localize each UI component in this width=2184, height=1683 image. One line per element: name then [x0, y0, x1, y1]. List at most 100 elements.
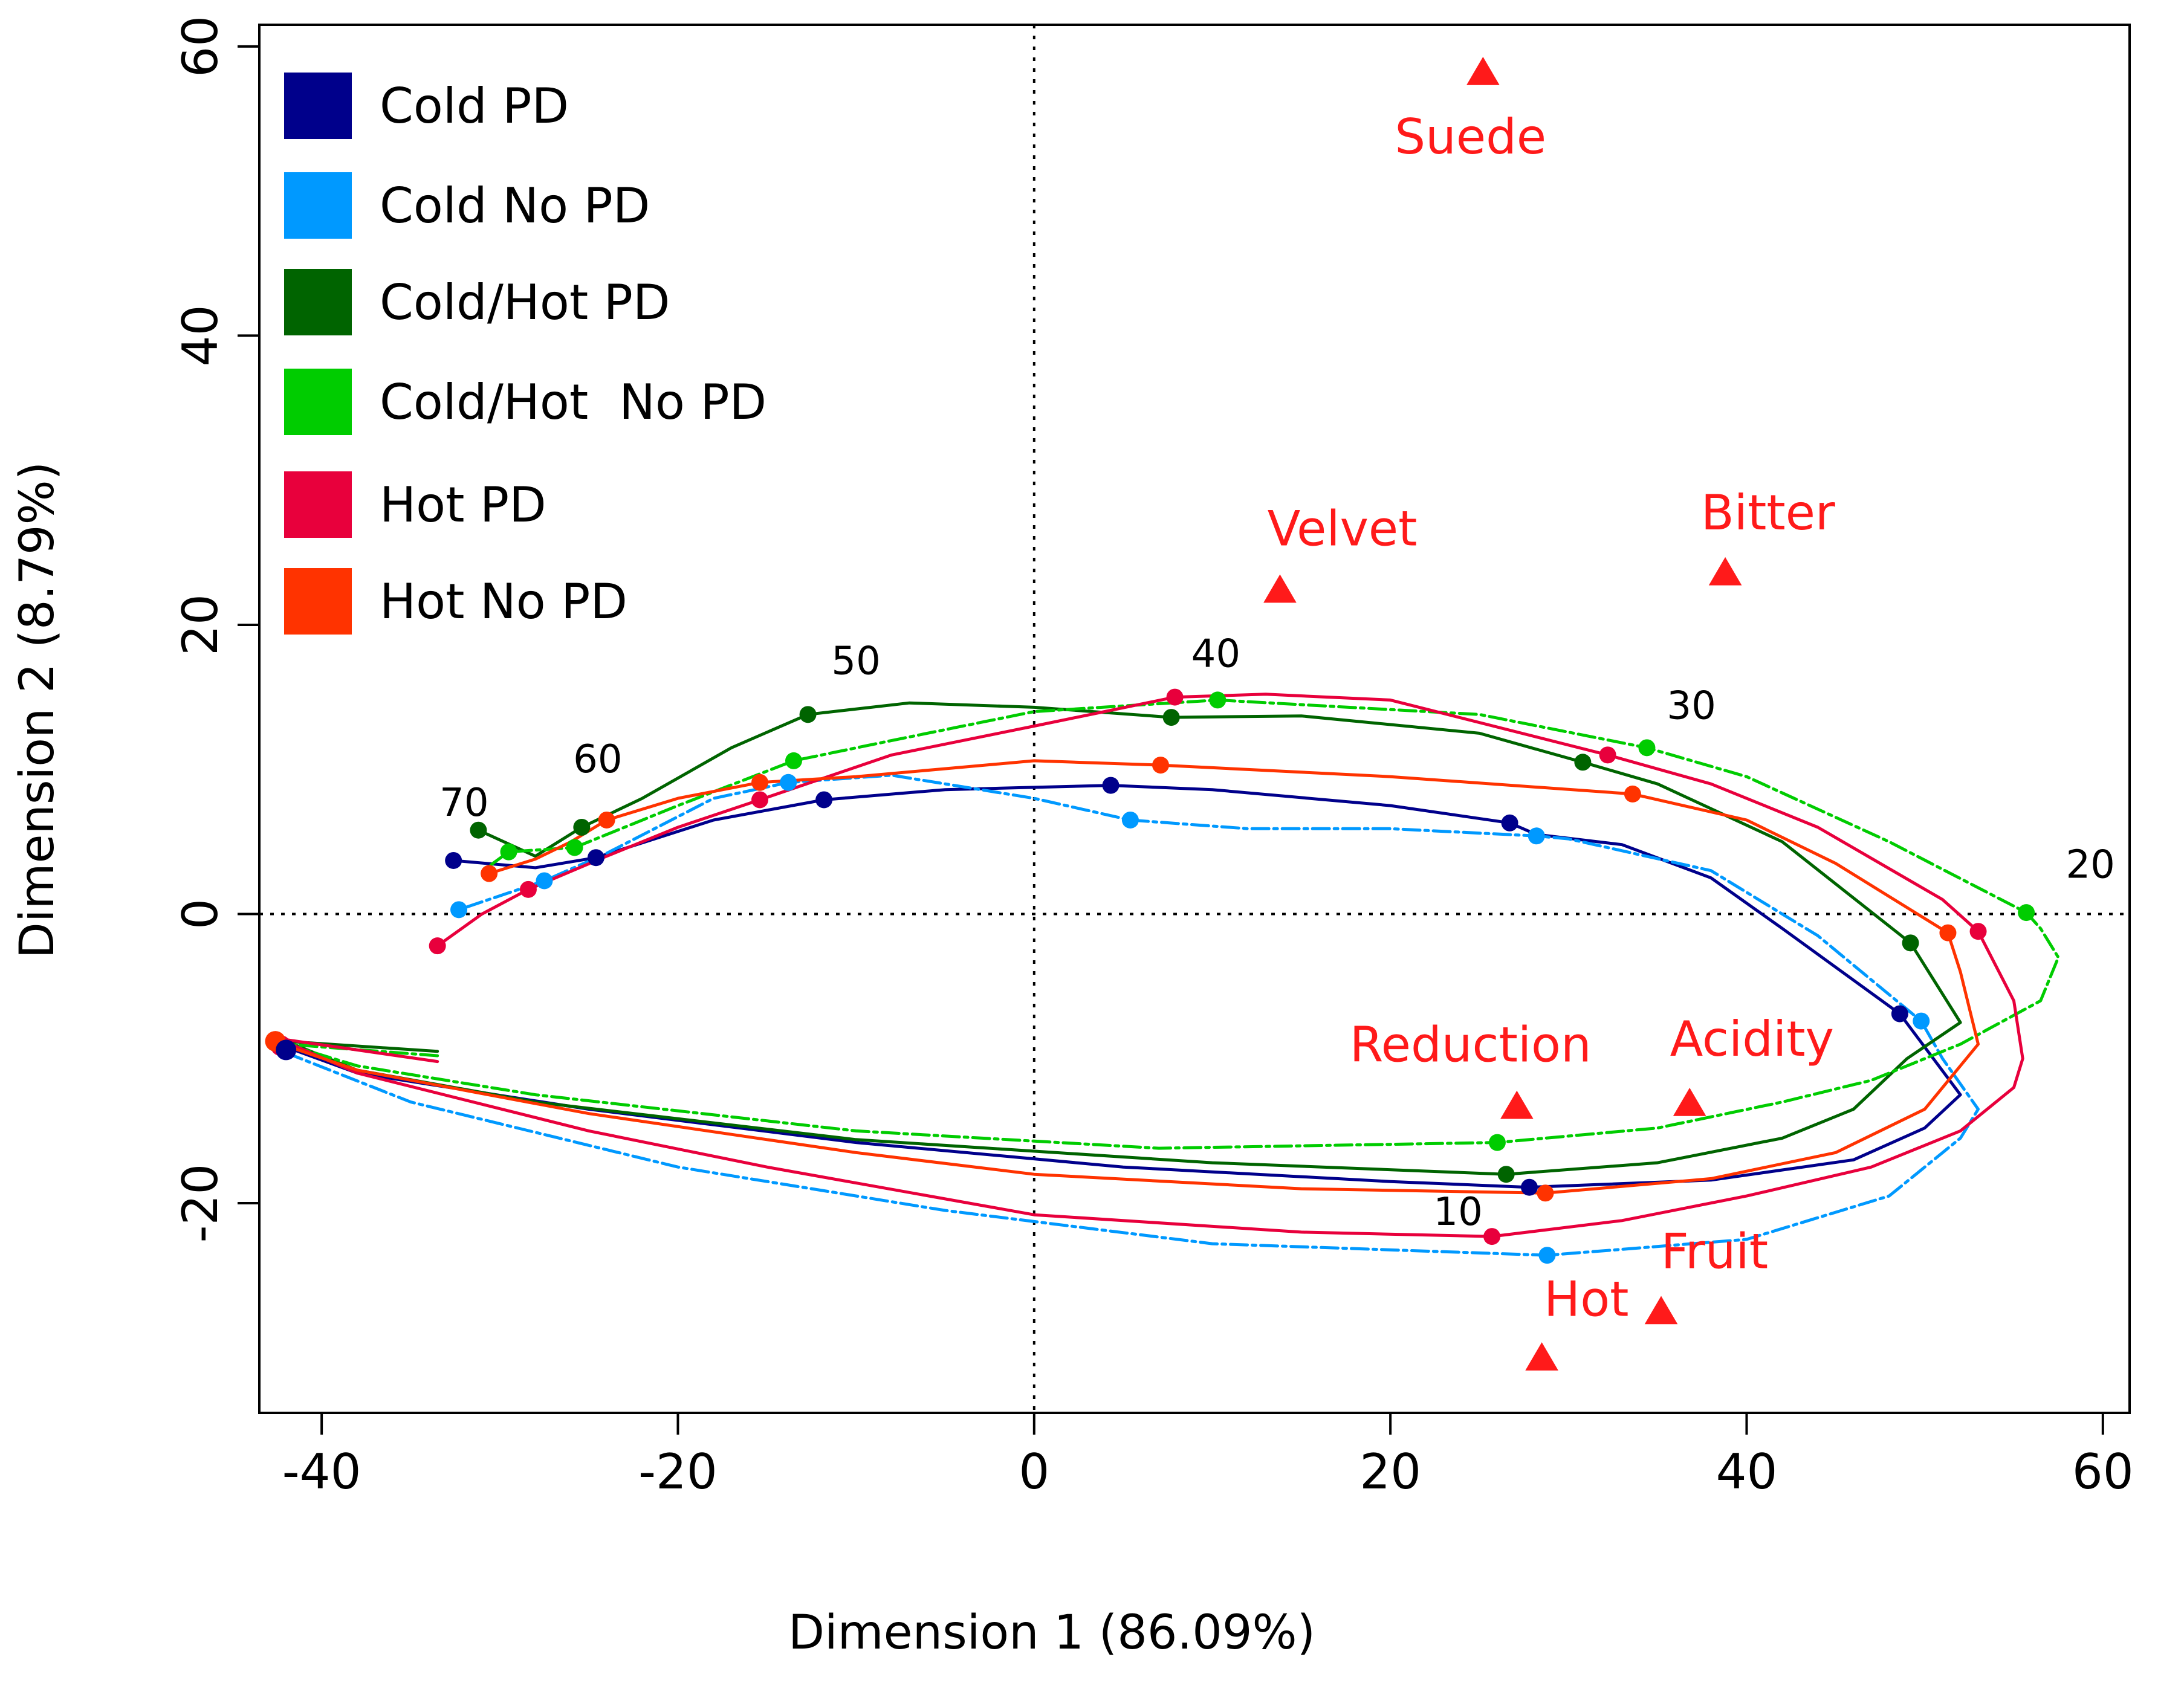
x-axis: -40 -20 0 20 40 60	[282, 1412, 2134, 1500]
legend-swatch-hot-no-pd	[284, 568, 352, 635]
marker-hot-no-pd-4	[1152, 757, 1170, 774]
marker-cold-pd-1	[1520, 1178, 1538, 1196]
marker-cold-no-pd-7	[450, 901, 468, 919]
series-line-cold-hot-no-pd	[284, 698, 2060, 1150]
marker-cold-hot-no-pd-6	[566, 839, 583, 856]
x-tick-label--40: -40	[282, 1444, 361, 1500]
y-axis: -20 0 20 40 60	[172, 16, 261, 1243]
y-tick-label-0: 0	[172, 899, 228, 929]
marker-cold-hot-pd-5	[799, 706, 817, 723]
legend-label-cold-pd: Cold PD	[380, 78, 569, 134]
time-label-40: 40	[1191, 632, 1240, 676]
attribute-markers: Suede Velvet Bitter Reduction Acidity Fruit Ho…	[1263, 56, 1835, 1371]
marker-cold-pd-6	[587, 849, 604, 867]
marker-hot-no-pd-2	[1939, 924, 1957, 942]
y-tick-label-40: 40	[172, 305, 228, 367]
x-tick-label-60: 60	[2072, 1444, 2134, 1500]
legend-swatch-cold-pd	[284, 73, 352, 139]
attribute-marker-fruit	[1644, 1296, 1678, 1325]
marker-hot-no-pd-6	[598, 811, 615, 829]
marker-cold-hot-no-pd-4	[1209, 691, 1226, 709]
y-tick-label-60: 60	[172, 16, 228, 77]
marker-cold-pd-7	[445, 851, 462, 869]
marker-hot-pd-4	[1166, 688, 1184, 706]
y-tick-label--20: -20	[172, 1164, 228, 1243]
attribute-label-hot: Hot	[1544, 1271, 1628, 1328]
start-point-3	[276, 1039, 297, 1061]
marker-cold-hot-no-pd-3	[1638, 739, 1656, 757]
marker-cold-no-pd-1	[1538, 1247, 1556, 1264]
attribute-marker-hot	[1525, 1342, 1558, 1371]
marker-hot-no-pd-7	[481, 865, 498, 882]
marker-cold-pd-5	[815, 791, 833, 809]
attribute-marker-acidity	[1673, 1087, 1706, 1116]
marker-cold-hot-no-pd-7	[500, 843, 517, 861]
legend-swatch-cold-no-pd	[284, 172, 352, 239]
legend-label-hot-pd: Hot PD	[380, 477, 546, 533]
attribute-label-bitter: Bitter	[1701, 485, 1835, 541]
marker-cold-hot-pd-4	[1162, 709, 1180, 726]
marker-cold-hot-no-pd-1	[1488, 1134, 1506, 1151]
marker-cold-hot-no-pd-2	[2018, 904, 2035, 922]
marker-hot-pd-7	[429, 937, 446, 955]
marker-hot-pd-5	[751, 791, 769, 809]
x-tick-label--20: -20	[638, 1444, 718, 1500]
marker-hot-no-pd-3	[1624, 785, 1641, 803]
marker-cold-hot-pd-3	[1574, 754, 1592, 771]
series-line-hot-no-pd	[276, 759, 1980, 1195]
series-line-cold-pd	[284, 784, 1962, 1189]
attribute-marker-suede	[1466, 56, 1500, 85]
reference-lines	[259, 25, 2130, 1413]
x-tick-label-20: 20	[1359, 1444, 1421, 1500]
attribute-label-velvet: Velvet	[1268, 500, 1418, 557]
y-axis-label: Dimension 2 (8.79%)	[10, 462, 65, 958]
marker-cold-hot-pd-2	[1902, 934, 1919, 952]
attribute-label-acidity: Acidity	[1670, 1011, 1834, 1067]
marker-cold-no-pd-3	[1528, 827, 1545, 845]
x-axis-label: Dimension 1 (86.09%)	[788, 1606, 1315, 1660]
time-label-10: 10	[1433, 1190, 1482, 1235]
marker-cold-hot-pd-7	[470, 821, 487, 839]
legend-label-hot-no-pd: Hot No PD	[380, 573, 627, 630]
legend-swatch-cold-hot-pd	[284, 269, 352, 335]
time-label-70: 70	[439, 781, 488, 825]
marker-hot-pd-3	[1599, 746, 1616, 764]
series-line-cold-no-pd	[284, 774, 1980, 1257]
attribute-marker-velvet	[1263, 574, 1297, 603]
marker-cold-hot-pd-1	[1497, 1166, 1515, 1183]
attribute-label-reduction: Reduction	[1350, 1017, 1592, 1073]
marker-cold-hot-no-pd-5	[785, 752, 802, 769]
time-label-20: 20	[2066, 843, 2114, 888]
x-tick-label-0: 0	[1019, 1444, 1049, 1500]
legend: Cold PD Cold No PD Cold/Hot PD Cold/Hot No …	[284, 73, 766, 635]
time-labels: 10 20 30 40 50 60 70	[439, 632, 2115, 1235]
marker-cold-pd-3	[1501, 814, 1518, 832]
marker-cold-pd-4	[1102, 777, 1120, 794]
time-label-60: 60	[573, 737, 622, 782]
time-label-30: 30	[1667, 684, 1716, 729]
marker-cold-no-pd-2	[1913, 1012, 1930, 1030]
attribute-marker-bitter	[1708, 557, 1742, 586]
legend-label-cold-hot-pd: Cold/Hot PD	[380, 274, 670, 331]
marker-hot-pd-2	[1969, 923, 1987, 940]
legend-swatch-cold-hot-no-pd	[284, 369, 352, 435]
attribute-marker-reduction	[1500, 1090, 1534, 1119]
marker-cold-no-pd-5	[780, 774, 797, 791]
marker-cold-hot-pd-6	[573, 818, 591, 836]
marker-hot-pd-6	[519, 880, 537, 898]
y-tick-label-20: 20	[172, 594, 228, 656]
series-markers	[265, 688, 2035, 1264]
legend-swatch-hot-pd	[284, 471, 352, 538]
marker-cold-no-pd-6	[536, 872, 553, 890]
series-line-cold-hot-pd	[284, 701, 1962, 1176]
x-tick-label-40: 40	[1716, 1444, 1778, 1500]
attribute-label-fruit: Fruit	[1661, 1224, 1768, 1280]
marker-cold-pd-2	[1891, 1005, 1908, 1022]
marker-cold-no-pd-4	[1121, 811, 1139, 829]
legend-label-cold-no-pd: Cold No PD	[380, 178, 650, 234]
attribute-label-suede: Suede	[1395, 109, 1546, 165]
marker-hot-no-pd-1	[1537, 1184, 1554, 1202]
marker-hot-no-pd-5	[751, 774, 769, 791]
